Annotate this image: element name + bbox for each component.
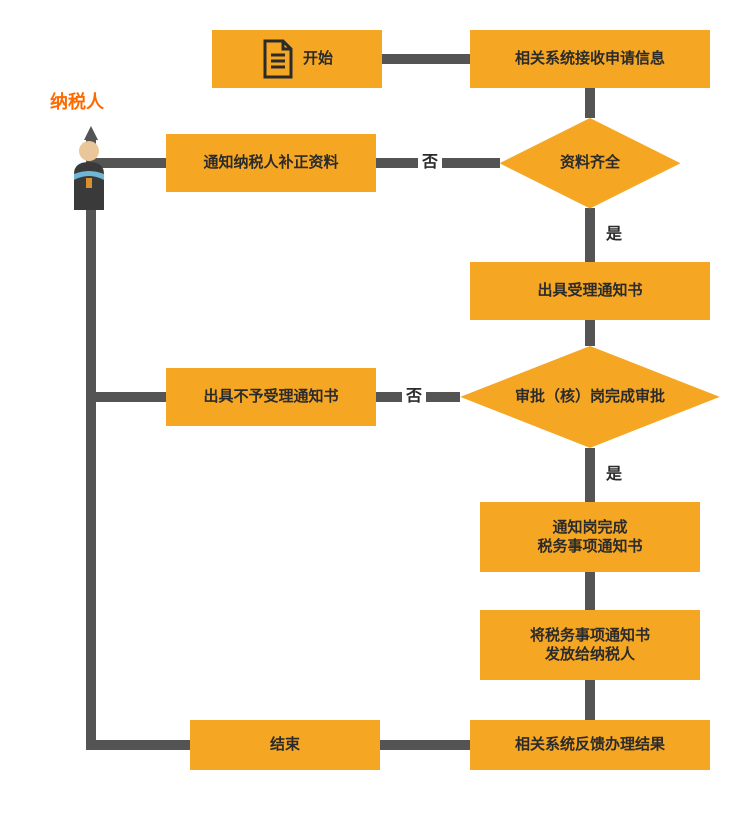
return-arrow-icon xyxy=(84,126,98,140)
node-d2: 审批（核）岗完成审批 xyxy=(460,346,720,448)
node-r2: 出具受理通知书 xyxy=(470,262,710,320)
flowchart-canvas: 否是否是纳税人开始相关系统接收申请信息通知纳税人补正资料资料齐全出具受理通知书出… xyxy=(0,0,754,819)
return-branch-2 xyxy=(86,740,190,750)
edge-label-d2-r3: 是 xyxy=(602,460,626,484)
node-end: 结束 xyxy=(190,720,380,770)
edge-d1-r2 xyxy=(585,208,595,262)
edge-r1-d1 xyxy=(585,88,595,118)
annotation-taxpayer: 纳税人 xyxy=(50,88,104,114)
person-icon xyxy=(68,140,110,210)
edge-r3-r4 xyxy=(585,572,595,610)
node-lnoagree: 出具不予受理通知书 xyxy=(166,368,376,426)
edge-d2-r3 xyxy=(585,448,595,502)
return-branch-1 xyxy=(86,392,166,402)
edge-r4-r5 xyxy=(585,680,595,720)
edge-label-d1-r2: 是 xyxy=(602,220,626,244)
node-d1: 资料齐全 xyxy=(500,118,680,208)
document-icon xyxy=(261,39,295,79)
edge-label-d2-lnoagree: 否 xyxy=(402,382,426,406)
node-r4: 将税务事项通知书 发放给纳税人 xyxy=(480,610,700,680)
edge-r5-end xyxy=(380,740,470,750)
edge-start-r1 xyxy=(382,54,470,64)
return-trunk xyxy=(86,138,96,750)
edge-r2-d2 xyxy=(585,320,595,346)
node-r1: 相关系统接收申请信息 xyxy=(470,30,710,88)
node-lreturn: 通知纳税人补正资料 xyxy=(166,134,376,192)
node-start: 开始 xyxy=(212,30,382,88)
edge-label-d1-lreturn: 否 xyxy=(418,148,442,172)
node-r3: 通知岗完成 税务事项通知书 xyxy=(480,502,700,572)
document-icon-label: 开始 xyxy=(303,49,333,69)
node-r5: 相关系统反馈办理结果 xyxy=(470,720,710,770)
